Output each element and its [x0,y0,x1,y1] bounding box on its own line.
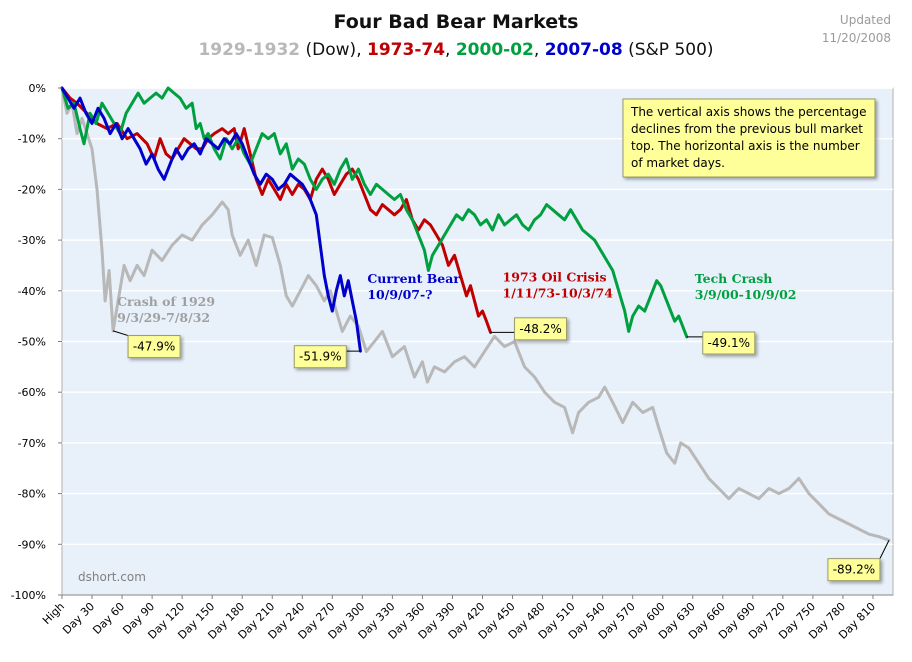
chart-title: Four Bad Bear Markets [334,11,579,33]
watermark: dshort.com [78,570,146,584]
series-line-0 [60,86,891,542]
annotation-3-line-0: Tech Crash [695,271,773,286]
note-line-2: top. The horizontal axis is the number [631,139,860,153]
series-line-1 [60,86,492,334]
subtitle-part-3: , [445,40,456,60]
ytick-label-8: -80% [18,488,46,501]
callout-label-3: -49.1% [708,336,750,350]
note-box-bg [622,98,876,178]
callout-1: -51.9% [293,345,361,369]
xtick-label-1: Day 30 [60,600,97,637]
updated-label: Updated [840,13,891,27]
subtitle-part-4: 2000-02 [456,40,534,60]
callout-box-1 [293,345,347,369]
ytick-label-7: -70% [18,437,46,450]
subtitle-part-7: (S&P 500) [623,40,714,60]
callout-label-1: -51.9% [299,350,341,364]
ytick-label-4: -40% [18,285,46,298]
annotation-0-line-1: 9/3/29-7/8/32 [117,310,210,325]
callout-2: -48.2% [490,317,568,341]
subtitle-part-0: 1929-1932 [198,40,300,60]
note-line-3: of market days. [631,156,725,170]
ytick-label-1: -10% [18,133,46,146]
note-line-0: The vertical axis shows the percentage [630,105,866,119]
ytick-label-9: -90% [18,538,46,551]
updated-date: 11/20/2008 [822,31,891,45]
series-line-3 [60,86,362,353]
callout-label-4: -89.2% [833,563,875,577]
annotation-0-line-0: Crash of 1929 [117,294,215,309]
callout-box-4 [827,558,881,582]
subtitle-part-5: , [534,40,545,60]
callout-label-2: -48.2% [519,322,561,336]
callout-box-2 [514,317,568,341]
note-box: The vertical axis shows the percentage de… [622,98,876,178]
chart-subtitle: 1929-1932 (Dow), 1973-74, 2000-02, 2007-… [198,40,713,60]
callout-leader-0 [112,330,129,337]
callout-3: -49.1% [686,331,756,355]
xtick-label-0: High [40,600,67,627]
callout-4: -89.2% [827,540,890,582]
ytick-label-3: -30% [18,234,46,247]
note-line-1: declines from the previous bull market [631,122,863,136]
callout-box-3 [702,331,756,355]
annotation-2-line-0: 1973 Oil Crisis [503,270,607,285]
subtitle-part-6: 2007-08 [545,40,623,60]
callout-box-0 [127,335,181,359]
callout-0: -47.9% [112,330,181,359]
ytick-label-5: -50% [18,336,46,349]
series-line-2 [60,86,689,339]
xtick-label-2: Day 60 [90,600,127,637]
ytick-label-0: 0% [29,82,46,95]
ytick-label-6: -60% [18,386,46,399]
ytick-label-2: -20% [18,183,46,196]
annotation-3-line-1: 3/9/00-10/9/02 [695,287,797,302]
annotation-1-line-1: 10/9/07-? [367,287,432,302]
annotation-2-line-1: 1/11/73-10/3/74 [503,286,614,301]
subtitle-part-1: (Dow), [300,40,367,60]
callout-label-0: -47.9% [133,340,175,354]
annotation-1-line-0: Current Bear [367,271,460,286]
subtitle-part-2: 1973-74 [367,40,445,60]
ytick-label-10: -100% [11,589,46,602]
callout-leader-4 [879,540,890,559]
